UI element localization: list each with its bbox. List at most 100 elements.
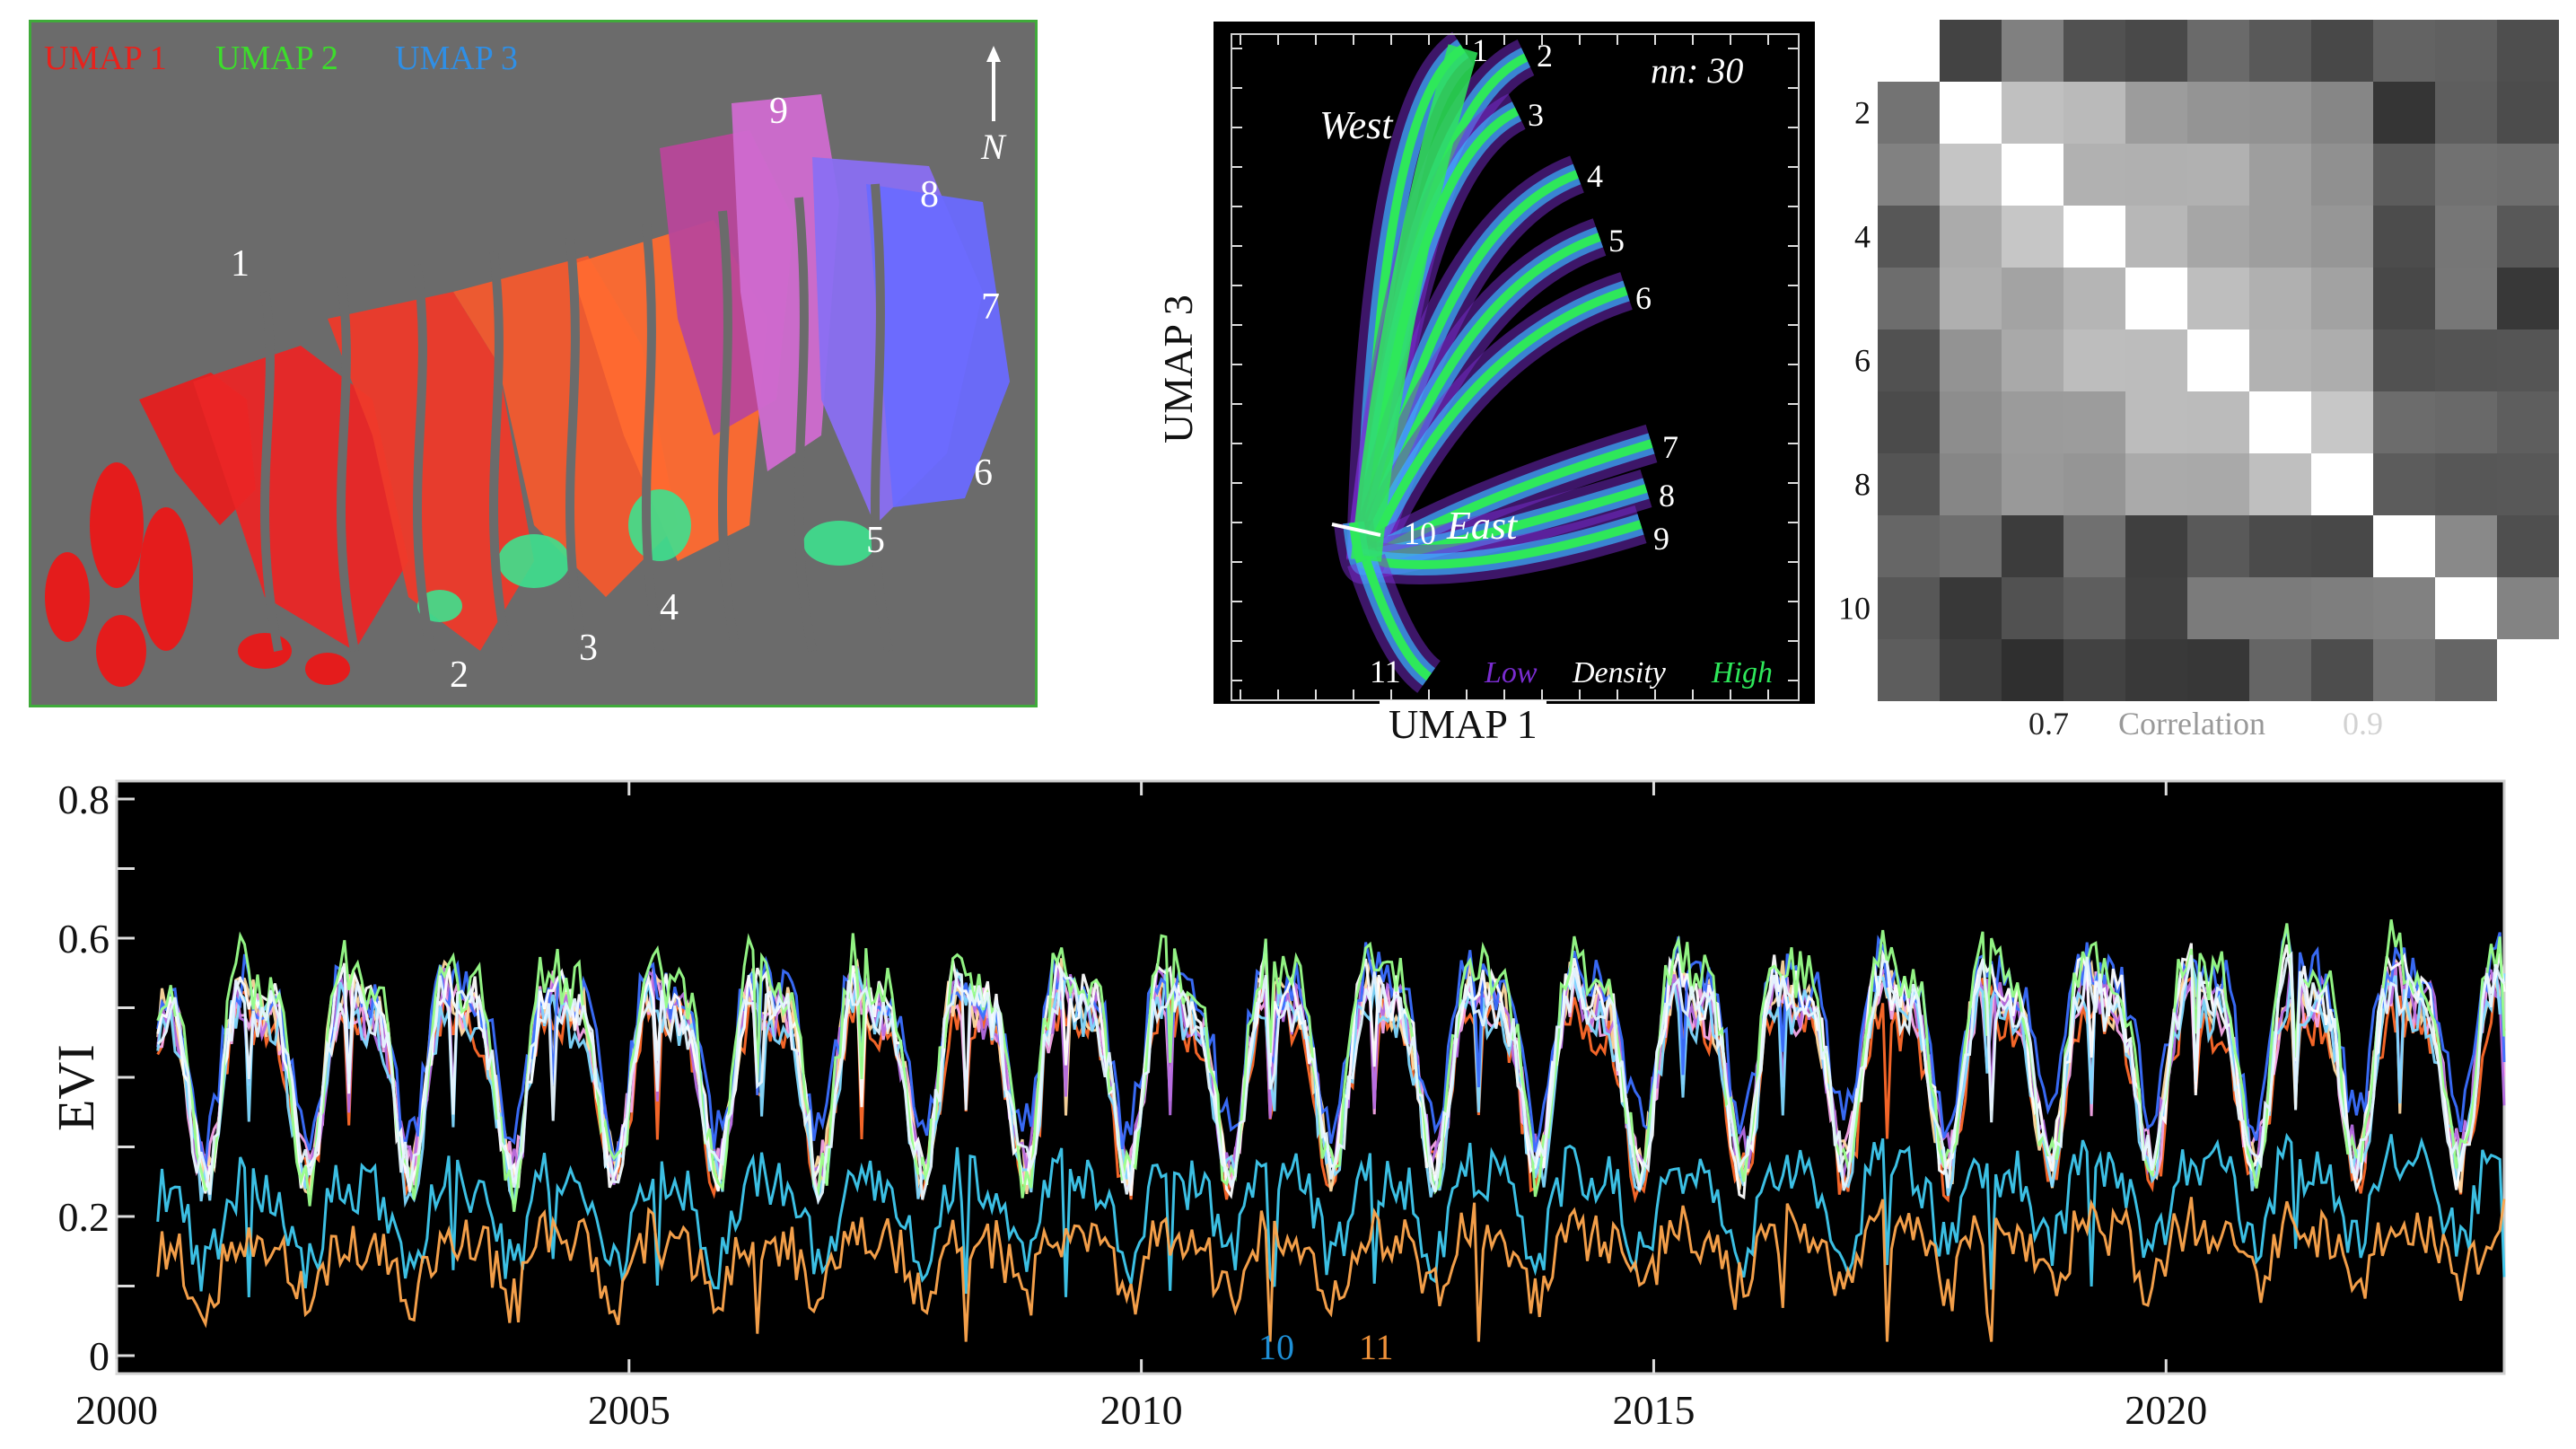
correlation-cell xyxy=(2435,268,2497,329)
correlation-cell xyxy=(2373,329,2435,391)
map-region-label-9: 9 xyxy=(769,91,788,132)
correlation-cell xyxy=(2435,515,2497,577)
correlation-cell xyxy=(2249,329,2311,391)
evi-series-line-10 xyxy=(156,1132,2506,1298)
correlation-cell xyxy=(2311,329,2373,391)
umap-density-panel: nn: 30 West East Low Density High UMAP 3… xyxy=(1097,22,1815,749)
correlation-cell xyxy=(2249,82,2311,144)
correlation-cell xyxy=(2063,515,2125,577)
north-label: N xyxy=(980,127,1007,167)
correlation-cell xyxy=(1940,639,2002,701)
correlation-cell xyxy=(2497,144,2559,206)
map-image: UMAP 1 UMAP 2 UMAP 3 N 1 2 3 4 5 6 7 8 9 xyxy=(44,40,1010,696)
correlation-cell xyxy=(2435,20,2497,82)
map-river-channel xyxy=(260,291,283,652)
map-region-label-4: 4 xyxy=(660,587,679,628)
correlation-cell xyxy=(2187,20,2249,82)
map-green-patch xyxy=(498,534,570,588)
branch-label-4: 4 xyxy=(1587,158,1603,194)
correlation-cell xyxy=(2002,144,2063,206)
correlation-cell xyxy=(2063,144,2125,206)
correlation-cell xyxy=(2125,453,2187,515)
map-island-shape xyxy=(139,507,193,651)
corr-y-tick-6: 6 xyxy=(1854,343,1871,379)
correlation-cell xyxy=(2063,453,2125,515)
correlation-cell xyxy=(2311,206,2373,268)
correlation-cell xyxy=(2187,268,2249,329)
y-tick-label: 0.8 xyxy=(58,777,110,822)
map-region-label-7: 7 xyxy=(981,286,1000,328)
branch-label-2: 2 xyxy=(1537,38,1553,74)
y-axis-label: UMAP 3 xyxy=(1155,294,1201,443)
correlation-cell xyxy=(2187,329,2249,391)
correlation-cell xyxy=(2125,144,2187,206)
correlation-cell xyxy=(2002,82,2063,144)
x-tick-label-2010: 2010 xyxy=(1100,1387,1183,1433)
map-region-label-8: 8 xyxy=(920,174,939,215)
map-green-patch xyxy=(803,521,875,566)
correlation-cell xyxy=(2187,391,2249,453)
correlation-cell xyxy=(1940,82,2002,144)
correlation-cell xyxy=(2125,20,2187,82)
density-branch-high xyxy=(1362,558,1433,681)
correlation-cell xyxy=(1878,206,1940,268)
legend-series-10: 10 xyxy=(1258,1327,1294,1367)
correlation-cell xyxy=(1940,20,2002,82)
correlation-cell xyxy=(2002,329,2063,391)
evi-series-line-11 xyxy=(156,1197,2506,1342)
correlation-cell xyxy=(2311,144,2373,206)
map-legend-umap3: UMAP 3 xyxy=(395,40,518,77)
branch-label-11: 11 xyxy=(1370,654,1401,689)
correlation-cell xyxy=(2249,268,2311,329)
legend-low: Low xyxy=(1484,656,1538,689)
correlation-cell xyxy=(1940,144,2002,206)
north-arrow-icon xyxy=(986,46,1001,121)
x-tick-label-2015: 2015 xyxy=(1612,1387,1695,1433)
west-label: West xyxy=(1319,103,1394,147)
correlation-cell xyxy=(2497,515,2559,577)
correlation-cell xyxy=(1878,453,1940,515)
correlation-cell xyxy=(2497,639,2559,701)
correlation-cell xyxy=(1878,391,1940,453)
correlation-cell xyxy=(2187,144,2249,206)
map-region-label-6: 6 xyxy=(974,452,993,494)
correlation-cell xyxy=(2063,20,2125,82)
map-river-channel xyxy=(794,197,817,652)
correlation-cell xyxy=(2311,577,2373,639)
correlation-cell xyxy=(2435,639,2497,701)
map-region-shape xyxy=(866,184,1010,507)
correlation-cell xyxy=(2249,515,2311,577)
correlation-cell xyxy=(2497,20,2559,82)
correlation-cell xyxy=(2497,453,2559,515)
legend-high: High xyxy=(1711,656,1773,689)
correlation-cell xyxy=(2373,391,2435,453)
correlation-cell xyxy=(1878,515,1940,577)
map-legend-umap1: UMAP 1 xyxy=(44,40,167,77)
correlation-cell xyxy=(1940,577,2002,639)
correlation-cell xyxy=(2187,577,2249,639)
correlation-cell xyxy=(2435,144,2497,206)
correlation-cell xyxy=(2187,206,2249,268)
correlation-cell xyxy=(2063,391,2125,453)
correlation-cell xyxy=(2311,20,2373,82)
correlation-cell xyxy=(2435,577,2497,639)
correlation-cell xyxy=(2002,639,2063,701)
correlation-cell xyxy=(1940,391,2002,453)
map-legend-umap2: UMAP 2 xyxy=(215,40,338,77)
correlation-cell xyxy=(1940,329,2002,391)
map-river-channel xyxy=(489,250,512,652)
correlation-cell xyxy=(2373,144,2435,206)
correlation-cell xyxy=(2187,639,2249,701)
evi-series-line-9 xyxy=(156,951,2506,1206)
evi-line-chart: 2000 2005 2010 2015 2020 0 0.2 0.6 0.8 EVI 10 11 xyxy=(47,777,2506,1433)
map-region-label-5: 5 xyxy=(866,520,885,561)
correlation-cell xyxy=(2435,391,2497,453)
legend-series-11: 11 xyxy=(1359,1327,1394,1367)
correlation-cell xyxy=(1878,82,1940,144)
correlation-cell xyxy=(1878,329,1940,391)
branch-label-6: 6 xyxy=(1635,280,1652,316)
correlation-cell xyxy=(2002,268,2063,329)
correlation-cell xyxy=(2249,206,2311,268)
east-label: East xyxy=(1446,504,1519,548)
correlation-cell xyxy=(2497,268,2559,329)
